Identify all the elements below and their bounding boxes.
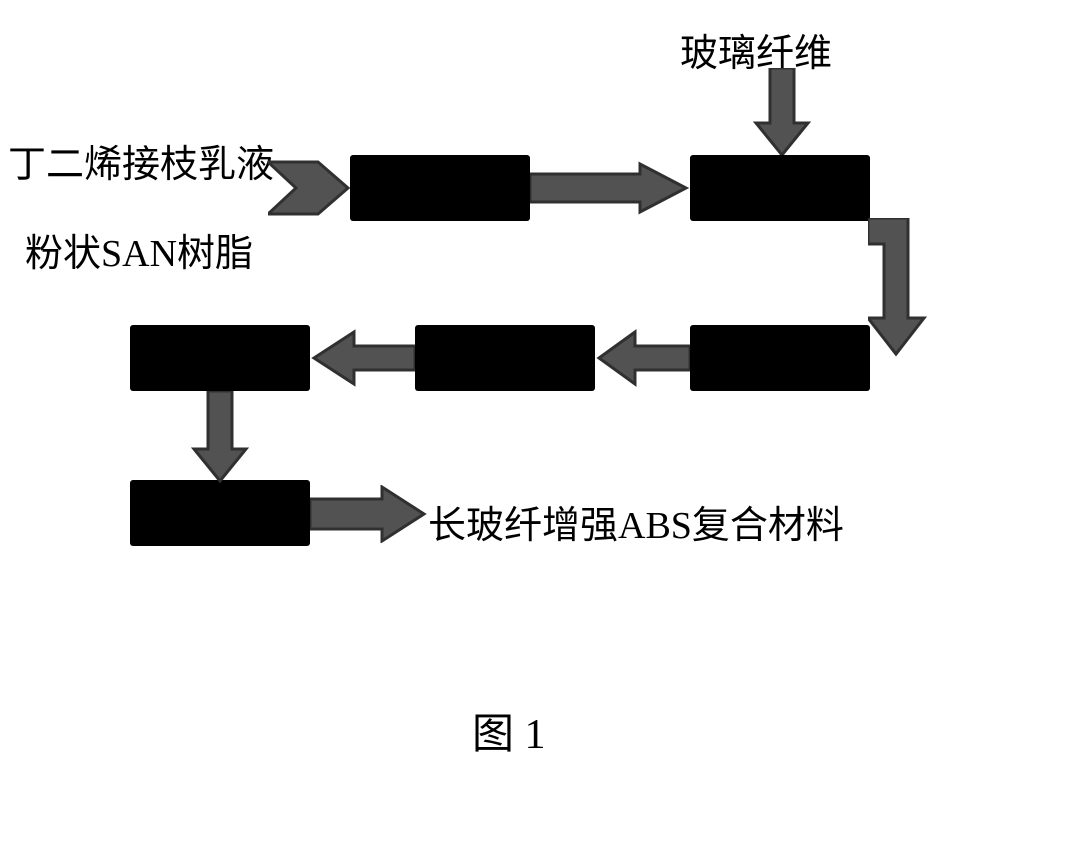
arrow-b5-b6 [190,391,250,483]
process-box-2 [690,155,870,221]
process-box-6 [130,480,310,546]
arrow-output-right [310,485,428,543]
arrow-fiber-down [752,68,812,155]
figure-caption: 图 1 [472,700,546,761]
arrow-b4-b5 [310,328,415,388]
process-box-3 [690,325,870,391]
process-box-4 [415,325,595,391]
arrow-b3-b4 [595,328,690,388]
output-label: 长玻纤增强ABS复合材料 [428,494,844,549]
arrow-b2-b3 [868,218,948,358]
process-box-5 [130,325,310,391]
arrow-b1-b2 [530,160,690,216]
emulsion-label: 丁二烯接枝乳液 [8,133,274,188]
resin-label: 粉状SAN树脂 [25,222,253,277]
arrow-input-right [268,158,352,218]
flowchart-canvas: 玻璃纤维 丁二烯接枝乳液 粉状SAN树脂 [0,0,1072,861]
process-box-1 [350,155,530,221]
